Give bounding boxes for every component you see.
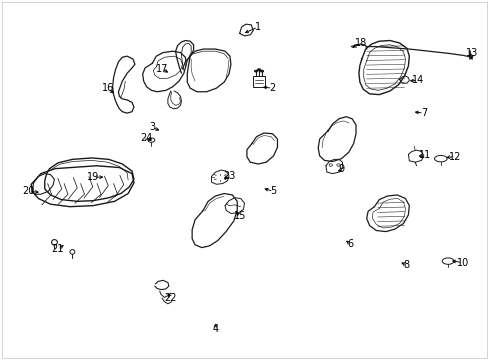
Text: 13: 13: [465, 48, 478, 58]
Bar: [253, 76, 264, 87]
Ellipse shape: [254, 71, 257, 72]
Text: 12: 12: [448, 152, 461, 162]
Text: 4: 4: [212, 324, 218, 334]
Text: 11: 11: [418, 150, 430, 160]
Text: 16: 16: [102, 83, 114, 93]
Text: 6: 6: [346, 239, 352, 249]
Text: 10: 10: [456, 257, 468, 267]
Text: 20: 20: [22, 186, 35, 197]
Text: 19: 19: [87, 172, 99, 182]
Text: 17: 17: [156, 64, 168, 74]
Text: 1: 1: [254, 22, 261, 32]
Text: 18: 18: [354, 38, 366, 48]
Text: 14: 14: [411, 75, 423, 85]
Text: 24: 24: [140, 133, 152, 143]
Text: 2: 2: [269, 83, 275, 93]
Text: 7: 7: [420, 108, 426, 118]
Text: 21: 21: [52, 244, 64, 255]
Text: 9: 9: [338, 164, 344, 174]
Ellipse shape: [257, 69, 260, 71]
Text: 23: 23: [223, 171, 235, 181]
Text: 3: 3: [149, 122, 155, 132]
Text: 15: 15: [234, 211, 246, 221]
Text: 8: 8: [403, 260, 409, 270]
Ellipse shape: [260, 71, 263, 72]
Text: 5: 5: [270, 186, 276, 197]
Text: 22: 22: [164, 293, 177, 303]
